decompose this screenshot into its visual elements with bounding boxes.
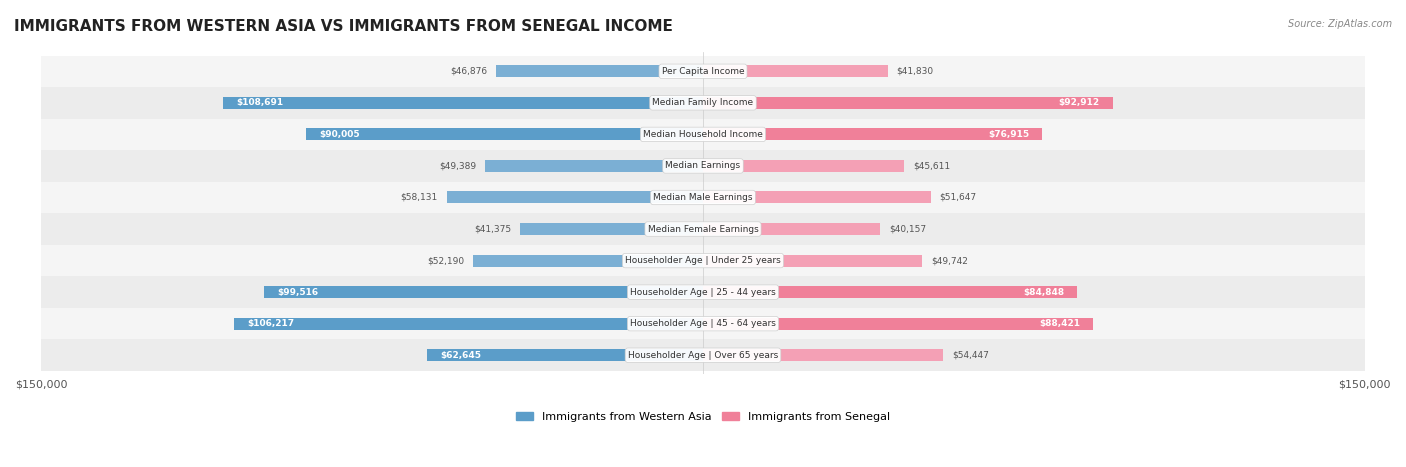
Bar — [41, 182, 1365, 213]
Bar — [703, 97, 1114, 109]
Text: $45,611: $45,611 — [912, 162, 950, 170]
Bar — [235, 318, 703, 330]
Text: Median Family Income: Median Family Income — [652, 99, 754, 107]
Bar — [703, 160, 904, 172]
Text: $41,375: $41,375 — [474, 225, 512, 234]
Text: $46,876: $46,876 — [450, 67, 488, 76]
Text: $106,217: $106,217 — [247, 319, 295, 328]
Text: $41,830: $41,830 — [897, 67, 934, 76]
Bar — [41, 308, 1365, 340]
Text: Median Male Earnings: Median Male Earnings — [654, 193, 752, 202]
Text: $54,447: $54,447 — [952, 351, 988, 360]
Bar — [41, 245, 1365, 276]
Bar — [703, 318, 1092, 330]
Text: $49,742: $49,742 — [931, 256, 969, 265]
Bar — [447, 191, 703, 204]
Text: $84,848: $84,848 — [1024, 288, 1064, 297]
Bar — [472, 255, 703, 267]
Text: $88,421: $88,421 — [1039, 319, 1080, 328]
Bar — [41, 87, 1365, 119]
Bar — [41, 119, 1365, 150]
Text: Median Household Income: Median Household Income — [643, 130, 763, 139]
Bar — [703, 349, 943, 361]
Bar — [41, 150, 1365, 182]
Bar — [496, 65, 703, 77]
Bar — [41, 276, 1365, 308]
Text: Householder Age | 25 - 44 years: Householder Age | 25 - 44 years — [630, 288, 776, 297]
Text: $51,647: $51,647 — [939, 193, 977, 202]
Text: $76,915: $76,915 — [988, 130, 1029, 139]
Bar — [41, 56, 1365, 87]
Text: $49,389: $49,389 — [439, 162, 477, 170]
Text: $90,005: $90,005 — [319, 130, 360, 139]
Bar — [41, 340, 1365, 371]
Text: Householder Age | Under 25 years: Householder Age | Under 25 years — [626, 256, 780, 265]
Text: Householder Age | 45 - 64 years: Householder Age | 45 - 64 years — [630, 319, 776, 328]
Bar — [703, 223, 880, 235]
Bar — [520, 223, 703, 235]
Legend: Immigrants from Western Asia, Immigrants from Senegal: Immigrants from Western Asia, Immigrants… — [512, 408, 894, 426]
Bar — [703, 191, 931, 204]
Text: Per Capita Income: Per Capita Income — [662, 67, 744, 76]
Bar — [224, 97, 703, 109]
Bar — [264, 286, 703, 298]
Text: $52,190: $52,190 — [427, 256, 464, 265]
Text: $92,912: $92,912 — [1059, 99, 1099, 107]
Bar — [703, 286, 1077, 298]
Text: Householder Age | Over 65 years: Householder Age | Over 65 years — [628, 351, 778, 360]
Bar — [485, 160, 703, 172]
Text: $62,645: $62,645 — [440, 351, 481, 360]
Bar — [307, 128, 703, 141]
Bar — [703, 65, 887, 77]
Text: $40,157: $40,157 — [889, 225, 927, 234]
Text: Median Earnings: Median Earnings — [665, 162, 741, 170]
Bar — [426, 349, 703, 361]
Text: $108,691: $108,691 — [236, 99, 284, 107]
Text: $99,516: $99,516 — [277, 288, 318, 297]
Bar — [41, 213, 1365, 245]
Text: Median Female Earnings: Median Female Earnings — [648, 225, 758, 234]
Text: IMMIGRANTS FROM WESTERN ASIA VS IMMIGRANTS FROM SENEGAL INCOME: IMMIGRANTS FROM WESTERN ASIA VS IMMIGRAN… — [14, 19, 673, 34]
Text: Source: ZipAtlas.com: Source: ZipAtlas.com — [1288, 19, 1392, 28]
Bar — [703, 128, 1042, 141]
Bar — [703, 255, 922, 267]
Text: $58,131: $58,131 — [401, 193, 437, 202]
